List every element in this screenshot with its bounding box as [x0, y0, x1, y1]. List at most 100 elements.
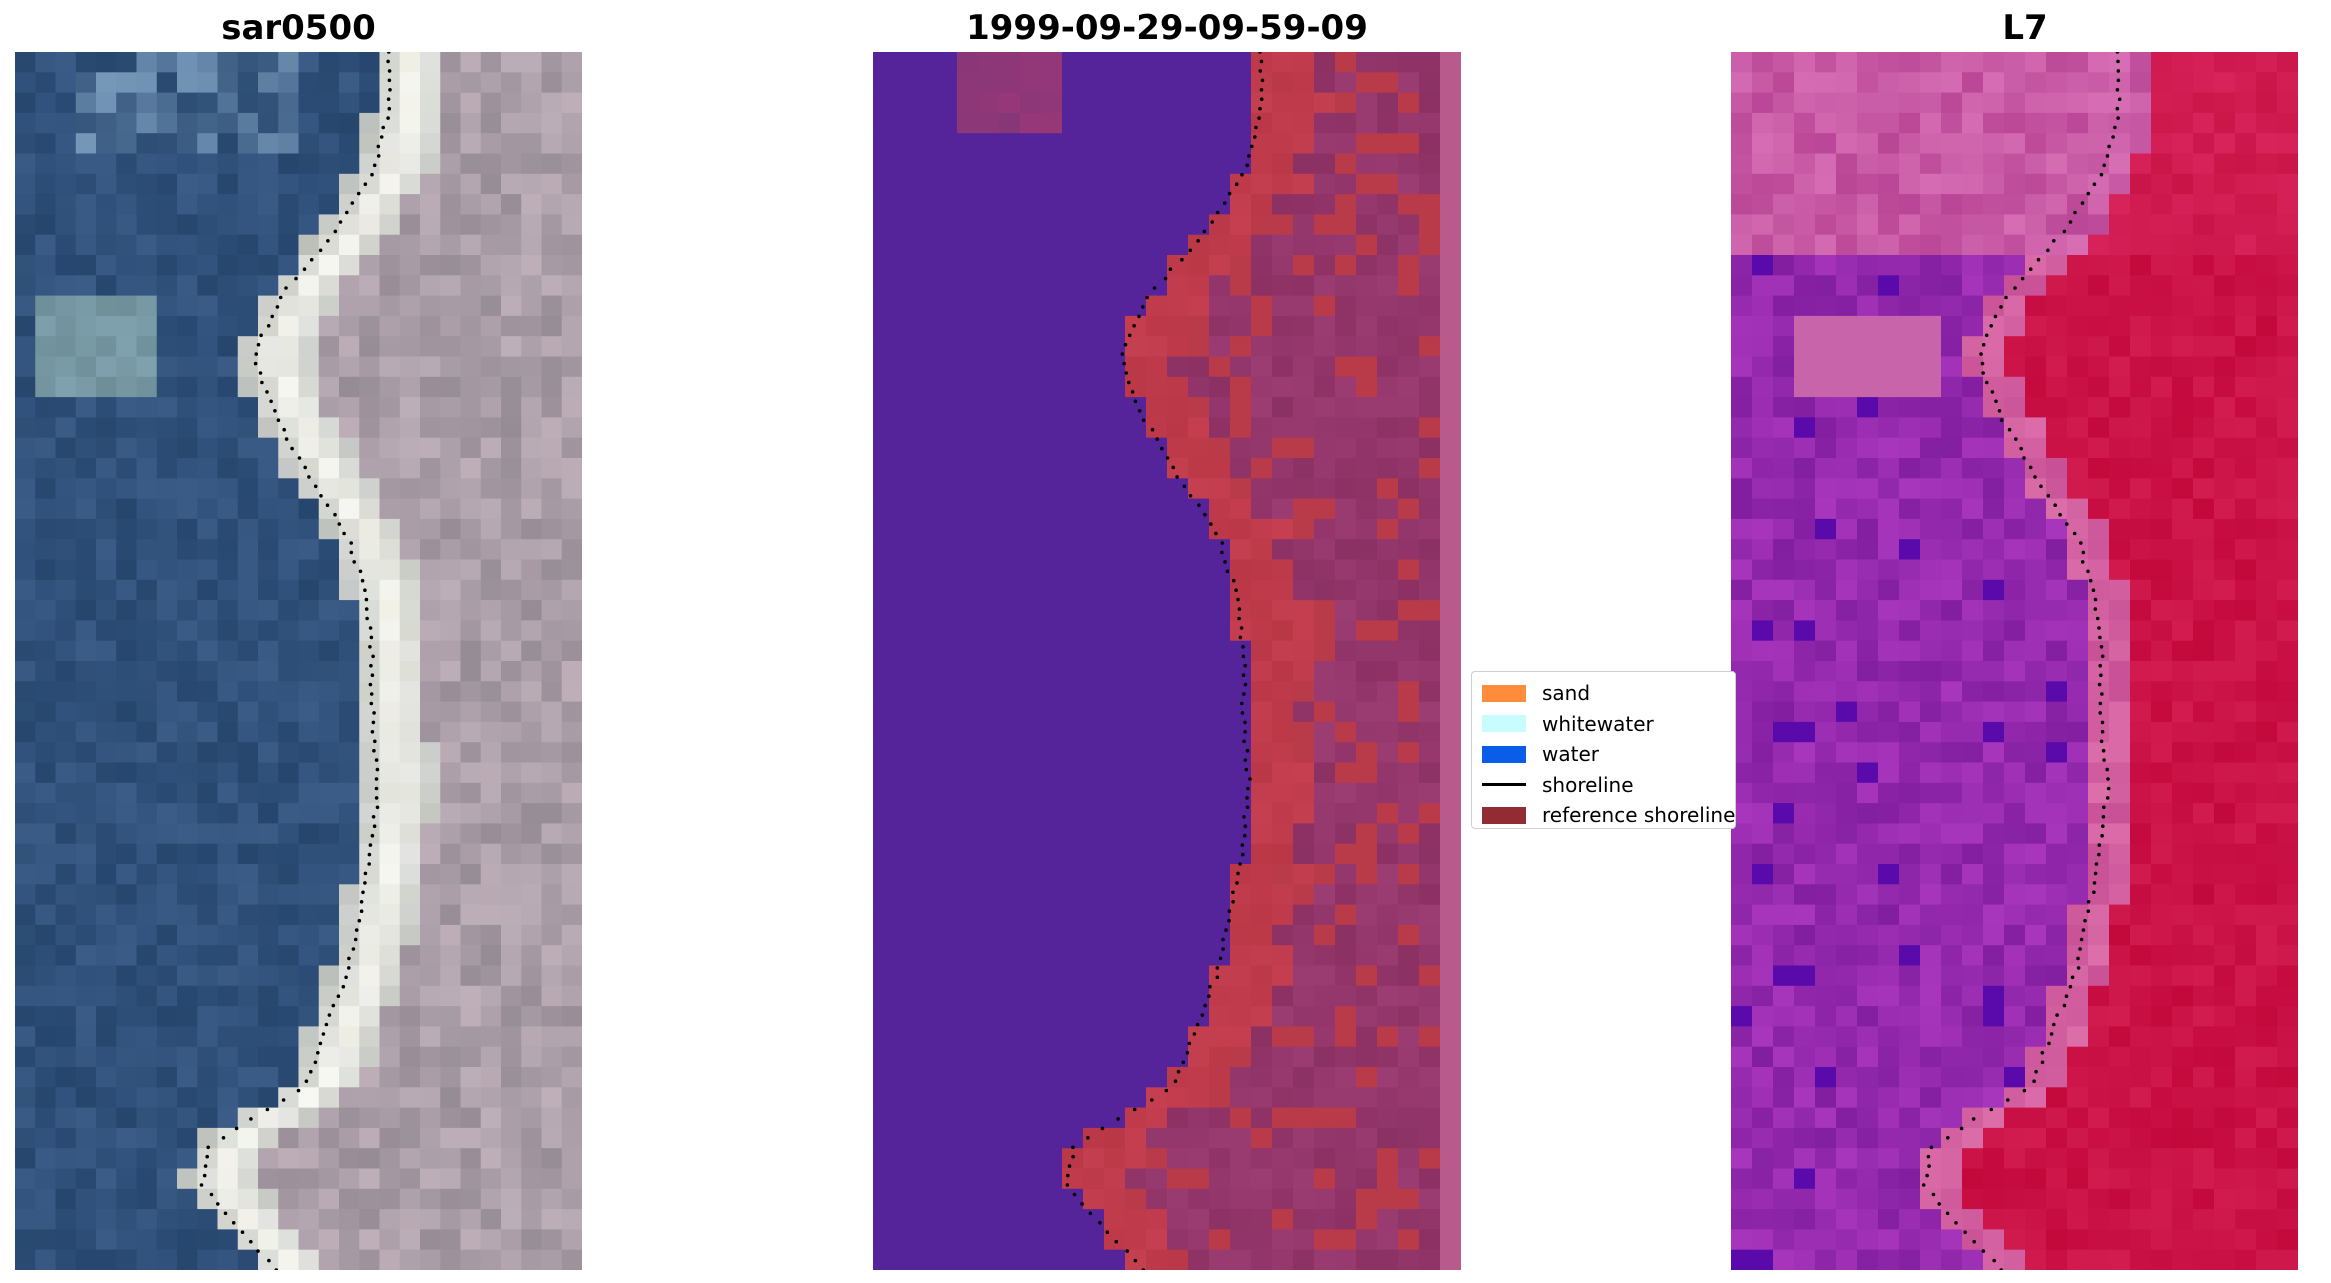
pixel-cell — [2214, 498, 2236, 520]
pixel-cell — [1230, 1127, 1252, 1149]
pixel-cell — [217, 295, 239, 317]
pixel-cell — [1314, 376, 1336, 398]
pixel-cell — [1041, 1087, 1063, 1109]
pixel-cell — [75, 72, 97, 94]
pixel-cell — [318, 72, 340, 94]
pixel-cell — [1773, 864, 1795, 885]
pixel-cell — [2256, 600, 2278, 621]
pixel-cell — [999, 1168, 1021, 1190]
pixel-cell — [2193, 458, 2215, 479]
pixel-cell — [2109, 884, 2131, 906]
pixel-cell — [2088, 803, 2110, 824]
pixel-cell — [440, 458, 462, 479]
pixel-cell — [2277, 234, 2299, 256]
shoreline-dot — [1160, 446, 1164, 451]
pixel-cell — [217, 1148, 239, 1170]
pixel-cell — [894, 112, 916, 134]
pixel-cell — [1962, 458, 1984, 479]
pixel-cell — [2193, 640, 2215, 662]
pixel-cell — [1188, 356, 1210, 378]
pixel-cell — [237, 742, 259, 764]
pixel-cell — [1104, 1067, 1126, 1088]
pixel-cell — [1941, 681, 1963, 703]
pixel-cell — [318, 1026, 340, 1048]
pixel-cell — [318, 823, 340, 845]
pixel-cell — [15, 376, 36, 398]
pixel-cell — [440, 478, 462, 500]
pixel-cell — [2109, 742, 2131, 764]
pixel-cell — [2046, 985, 2068, 1007]
pixel-cell — [1878, 904, 1900, 926]
pixel-cell — [15, 234, 36, 256]
pixel-cell — [156, 295, 178, 317]
pixel-cell — [2088, 600, 2110, 621]
pixel-cell — [1440, 173, 1461, 195]
pixel-cell — [1083, 1107, 1105, 1129]
pixel-cell — [873, 437, 895, 459]
pixel-cell — [915, 681, 937, 703]
pixel-cell — [1062, 864, 1084, 885]
pixel-cell — [379, 173, 401, 195]
pixel-cell — [1104, 1087, 1126, 1109]
pixel-cell — [460, 336, 482, 358]
pixel-cell — [399, 437, 421, 459]
shoreline-dot — [1122, 361, 1126, 366]
pixel-cell — [521, 478, 543, 500]
pixel-cell — [1230, 518, 1252, 540]
pixel-cell — [156, 661, 178, 682]
pixel-cell — [258, 133, 279, 155]
pixel-cell — [1731, 782, 1753, 804]
pixel-cell — [501, 661, 522, 682]
pixel-cell — [957, 133, 979, 155]
pixel-cell — [1251, 1006, 1273, 1027]
pixel-cell — [399, 1107, 421, 1129]
pixel-cell — [298, 214, 320, 236]
pixel-cell — [2046, 864, 2068, 885]
shoreline-dot — [1208, 984, 1212, 989]
pixel-cell — [1062, 1087, 1084, 1109]
pixel-cell — [2004, 234, 2026, 256]
shoreline-dot — [1223, 201, 1227, 205]
pixel-cell — [1419, 742, 1441, 764]
pixel-cell — [379, 518, 401, 540]
pixel-cell — [1167, 681, 1189, 703]
pixel-cell — [1041, 1209, 1063, 1230]
pixel-cell — [999, 803, 1021, 824]
pixel-cell — [1125, 864, 1147, 885]
pixel-cell — [2193, 924, 2215, 946]
pixel-cell — [237, 559, 259, 581]
pixel-cell — [15, 92, 36, 114]
pixel-cell — [55, 1127, 77, 1149]
pixel-cell — [480, 214, 502, 236]
pixel-cell — [96, 681, 117, 703]
pixel-cell — [258, 295, 279, 317]
pixel-cell — [1731, 579, 1753, 601]
pixel-cell — [399, 52, 421, 73]
pixel-cell — [1230, 194, 1252, 215]
shoreline-dot — [256, 1249, 260, 1253]
pixel-cell — [2193, 864, 2215, 885]
pixel-cell — [1104, 52, 1126, 73]
pixel-cell — [75, 661, 97, 682]
pixel-cell — [1188, 133, 1210, 155]
pixel-cell — [440, 864, 462, 885]
pixel-cell — [2235, 904, 2257, 926]
pixel-cell — [1041, 214, 1063, 236]
pixel-cell — [957, 1229, 979, 1251]
pixel-cell — [978, 721, 1000, 743]
pixel-cell — [1251, 620, 1273, 642]
pixel-cell — [1836, 72, 1858, 94]
pixel-cell — [894, 92, 916, 114]
pixel-cell — [1398, 214, 1420, 236]
pixel-cell — [197, 133, 219, 155]
pixel-cell — [2004, 518, 2026, 540]
pixel-cell — [1020, 295, 1042, 317]
pixel-cell — [1731, 701, 1753, 723]
pixel-cell — [1773, 417, 1795, 439]
pixel-cell — [1020, 1067, 1042, 1088]
pixel-cell — [136, 153, 158, 175]
pixel-cell — [999, 518, 1021, 540]
pixel-cell — [521, 884, 543, 906]
shoreline-dot — [1238, 862, 1242, 866]
pixel-cell — [1419, 661, 1441, 682]
